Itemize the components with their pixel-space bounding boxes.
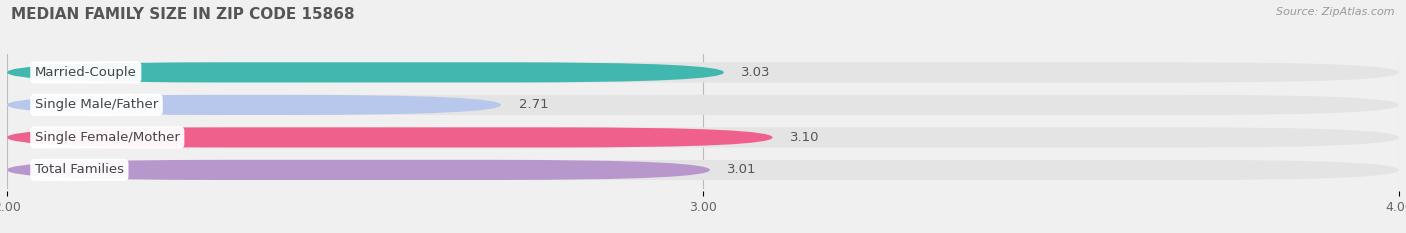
Text: Total Families: Total Families: [35, 163, 124, 176]
Text: Married-Couple: Married-Couple: [35, 66, 136, 79]
FancyBboxPatch shape: [7, 127, 773, 147]
FancyBboxPatch shape: [7, 160, 710, 180]
Text: 2.71: 2.71: [519, 98, 548, 111]
FancyBboxPatch shape: [7, 95, 501, 115]
Text: Source: ZipAtlas.com: Source: ZipAtlas.com: [1277, 7, 1395, 17]
Text: 3.03: 3.03: [741, 66, 770, 79]
FancyBboxPatch shape: [7, 62, 1399, 82]
FancyBboxPatch shape: [7, 95, 1399, 115]
FancyBboxPatch shape: [7, 127, 1399, 147]
Text: Single Male/Father: Single Male/Father: [35, 98, 157, 111]
Text: 3.10: 3.10: [790, 131, 820, 144]
FancyBboxPatch shape: [7, 62, 724, 82]
FancyBboxPatch shape: [7, 160, 1399, 180]
Text: 3.01: 3.01: [727, 163, 756, 176]
Text: Single Female/Mother: Single Female/Mother: [35, 131, 180, 144]
Text: MEDIAN FAMILY SIZE IN ZIP CODE 15868: MEDIAN FAMILY SIZE IN ZIP CODE 15868: [11, 7, 354, 22]
